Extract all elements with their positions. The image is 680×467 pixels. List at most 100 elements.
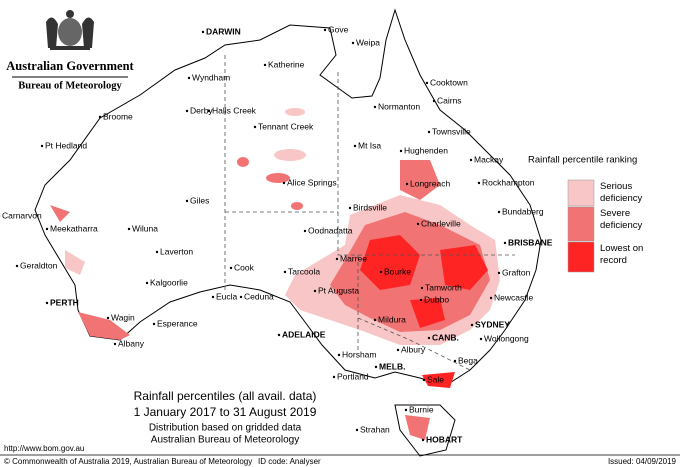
place-label: Tarcoola [288,266,320,276]
place-dot [211,295,215,299]
place-dot [127,227,131,231]
place-dot [420,286,424,290]
place-label: Dubbo [424,294,449,304]
place-label: Normanton [378,101,420,111]
caption-line: Rainfall percentiles (all avail. data) [134,389,317,403]
place-dot [404,408,408,412]
place-dot [207,109,211,113]
place-label: Wiluna [132,223,158,233]
footer-issued: Issued: 04/09/2019 [608,457,677,466]
place-dot [313,289,317,293]
place-label: ADELAIDE [282,329,326,339]
place-label: Charleville [421,218,461,228]
place-label: Laverton [160,246,193,256]
place-label: Ceduna [244,291,274,301]
place-dot [419,298,423,302]
place-dot [489,296,493,300]
place-dot [477,181,481,185]
place-dot [239,295,243,299]
place-label: Mt Isa [358,140,381,150]
place-dot [373,318,377,322]
place-label: Townsville [432,126,471,136]
place-label: Wyndham [192,72,230,82]
coat-of-arms [46,10,94,50]
legend-label: Serious deficiency [600,181,643,204]
place-dot [229,266,233,270]
place-label: Grafton [502,267,531,277]
place-label: Cairns [437,95,462,105]
place-dot [503,241,507,245]
place-label: Wagin [111,312,135,322]
place-dot [185,109,189,113]
place-dot [351,41,355,45]
place-dot [422,378,426,382]
legend-label: Severe deficiency [600,208,643,231]
place-label: Hughenden [404,145,448,155]
place-dot [303,229,307,233]
legend-title: Rainfall percentile ranking [528,155,637,166]
place-label: Marree [340,253,367,263]
place-label: Wollongong [484,333,529,343]
place-label: Carnarvon [2,210,42,220]
place-label: Albury [401,344,426,354]
place-label: MELB. [379,361,405,371]
footer-url: http://www.bom.gov.au [4,444,84,453]
place-label: Gove [328,24,349,34]
place-label: Cook [234,262,255,272]
place-dot [469,158,473,162]
place-label: Tennant Creek [258,121,314,131]
place-label: Giles [190,195,209,205]
caption-line: Distribution based on gridded data [149,423,302,434]
place-label: Eucla [216,291,238,301]
caption-line: Australian Bureau of Meteorology [151,435,299,446]
place-dot [98,115,102,119]
place-dot [277,333,281,337]
place-label: Mildura [378,314,406,324]
place-dot [425,81,429,85]
place-label: Bega [458,355,478,365]
place-label: Oodnadatta [308,225,353,235]
place-label: Geraldton [20,260,58,270]
place-dot [40,144,44,148]
agency: Bureau of Meteorology [18,80,122,91]
place-label: Broome [103,111,133,121]
place-label: Newcastle [494,292,533,302]
caption-line: 1 January 2017 to 31 August 2019 [134,405,317,419]
place-dot [45,227,49,231]
place-dot [113,342,117,346]
place-dot [427,336,431,340]
place-label: Derby [190,105,213,115]
place-dot [323,28,327,32]
place-dot [497,271,501,275]
place-label: Strahan [360,424,390,434]
place-label: Portland [337,371,369,381]
place-label: Halls Creek [212,105,257,115]
place-label: Katherine [268,59,305,69]
place-dot [470,323,474,327]
place-dot [421,438,425,442]
place-dot [453,359,457,363]
place-dot [152,322,156,326]
place-label: DARWIN [206,26,241,36]
place-dot [45,301,49,305]
place-label: PERTH [50,297,79,307]
place-dot [187,76,191,80]
place-dot [106,316,110,320]
place-label: Mackay [474,154,504,164]
place-dot [15,264,19,268]
place-dot [355,428,359,432]
place-label: Pt Augusta [318,285,359,295]
place-dot [405,182,409,186]
place-dot [145,281,149,285]
place-label: Esperance [157,318,198,328]
place-dot [432,99,436,103]
government: Australian Government [6,59,134,73]
place-label: Sale [427,374,444,384]
place-dot [373,105,377,109]
place-dot [337,353,341,357]
footer-copyright: © Commonwealth of Australia 2019, Austra… [4,457,252,466]
place-dot [263,63,267,67]
place-dot [348,206,352,210]
